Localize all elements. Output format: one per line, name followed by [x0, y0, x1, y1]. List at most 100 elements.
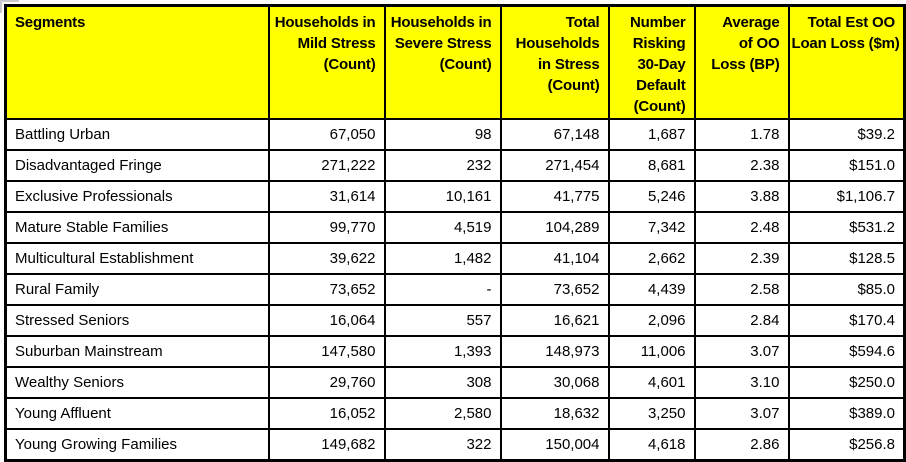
total-in-stress-count-cell: 18,632: [499, 397, 610, 430]
total-in-stress-count-cell: 73,652: [499, 273, 610, 306]
table-row: Multicultural Establishment 39,622 1,482…: [4, 242, 906, 275]
segment-name-cell: Young Affluent: [4, 397, 270, 430]
total-est-loan-loss-cell: $151.0: [787, 149, 906, 182]
column-header-severe-stress: Households in Severe Stress (Count): [383, 4, 502, 120]
image-corner-artifact: [0, 0, 19, 2]
number-risking-cell: 11,006: [607, 335, 696, 368]
segment-name-cell: Battling Urban: [4, 118, 270, 151]
mild-stress-count-cell: 67,050: [267, 118, 386, 151]
total-in-stress-count-cell: 30,068: [499, 366, 610, 399]
segments-stress-table-container: Segments Households in Mild Stress (Coun…: [4, 4, 906, 462]
severe-stress-count-cell: 232: [383, 149, 502, 182]
mild-stress-count-cell: 16,064: [267, 304, 386, 337]
average-oo-loss-cell: 2.86: [693, 428, 790, 461]
average-oo-loss-cell: 2.39: [693, 242, 790, 275]
severe-stress-count-cell: 1,393: [383, 335, 502, 368]
column-header-number-risking: Number Risking 30-Day Default (Count): [607, 4, 696, 120]
table-row: Wealthy Seniors 29,760 308 30,068 4,601 …: [4, 366, 906, 399]
total-est-loan-loss-cell: $170.4: [787, 304, 906, 337]
column-header-average-oo-loss: Average of OO Loss (BP): [693, 4, 790, 120]
image-corner-artifact: [0, 0, 2, 13]
total-in-stress-count-cell: 16,621: [499, 304, 610, 337]
mild-stress-count-cell: 16,052: [267, 397, 386, 430]
number-risking-cell: 4,618: [607, 428, 696, 461]
number-risking-cell: 5,246: [607, 180, 696, 213]
severe-stress-count-cell: 557: [383, 304, 502, 337]
column-header-mild-stress: Households in Mild Stress (Count): [267, 4, 386, 120]
severe-stress-count-cell: 10,161: [383, 180, 502, 213]
mild-stress-count-cell: 39,622: [267, 242, 386, 275]
average-oo-loss-cell: 2.38: [693, 149, 790, 182]
segment-name-cell: Young Growing Families: [4, 428, 270, 461]
number-risking-cell: 4,601: [607, 366, 696, 399]
total-est-loan-loss-cell: $1,106.7: [787, 180, 906, 213]
segment-name-cell: Suburban Mainstream: [4, 335, 270, 368]
severe-stress-count-cell: -: [383, 273, 502, 306]
total-in-stress-count-cell: 150,004: [499, 428, 610, 461]
mild-stress-count-cell: 147,580: [267, 335, 386, 368]
column-header-segments: Segments: [4, 4, 270, 120]
mild-stress-count-cell: 73,652: [267, 273, 386, 306]
table-body: Battling Urban 67,050 98 67,148 1,687 1.…: [4, 118, 906, 461]
table-row: Young Growing Families 149,682 322 150,0…: [4, 428, 906, 461]
total-in-stress-count-cell: 148,973: [499, 335, 610, 368]
mild-stress-count-cell: 271,222: [267, 149, 386, 182]
total-in-stress-count-cell: 41,104: [499, 242, 610, 275]
average-oo-loss-cell: 2.58: [693, 273, 790, 306]
column-header-total-in-stress: Total Households in Stress (Count): [499, 4, 610, 120]
total-est-loan-loss-cell: $256.8: [787, 428, 906, 461]
total-est-loan-loss-cell: $531.2: [787, 211, 906, 244]
severe-stress-count-cell: 308: [383, 366, 502, 399]
mild-stress-count-cell: 99,770: [267, 211, 386, 244]
segment-name-cell: Mature Stable Families: [4, 211, 270, 244]
number-risking-cell: 8,681: [607, 149, 696, 182]
table-row: Exclusive Professionals 31,614 10,161 41…: [4, 180, 906, 213]
average-oo-loss-cell: 1.78: [693, 118, 790, 151]
segment-name-cell: Wealthy Seniors: [4, 366, 270, 399]
segment-name-cell: Stressed Seniors: [4, 304, 270, 337]
total-in-stress-count-cell: 67,148: [499, 118, 610, 151]
average-oo-loss-cell: 3.07: [693, 397, 790, 430]
number-risking-cell: 3,250: [607, 397, 696, 430]
total-est-loan-loss-cell: $85.0: [787, 273, 906, 306]
total-est-loan-loss-cell: $389.0: [787, 397, 906, 430]
header-row: Segments Households in Mild Stress (Coun…: [4, 4, 906, 120]
average-oo-loss-cell: 3.07: [693, 335, 790, 368]
average-oo-loss-cell: 2.48: [693, 211, 790, 244]
table-row: Battling Urban 67,050 98 67,148 1,687 1.…: [4, 118, 906, 151]
total-est-loan-loss-cell: $39.2: [787, 118, 906, 151]
average-oo-loss-cell: 3.10: [693, 366, 790, 399]
number-risking-cell: 1,687: [607, 118, 696, 151]
column-header-total-est-loan-loss: Total Est OO Loan Loss ($m): [787, 4, 906, 120]
number-risking-cell: 2,096: [607, 304, 696, 337]
total-est-loan-loss-cell: $128.5: [787, 242, 906, 275]
mild-stress-count-cell: 29,760: [267, 366, 386, 399]
segment-name-cell: Disadvantaged Fringe: [4, 149, 270, 182]
number-risking-cell: 4,439: [607, 273, 696, 306]
average-oo-loss-cell: 2.84: [693, 304, 790, 337]
average-oo-loss-cell: 3.88: [693, 180, 790, 213]
segment-name-cell: Rural Family: [4, 273, 270, 306]
number-risking-cell: 7,342: [607, 211, 696, 244]
table-header: Segments Households in Mild Stress (Coun…: [4, 4, 906, 120]
table-row: Stressed Seniors 16,064 557 16,621 2,096…: [4, 304, 906, 337]
table-row: Disadvantaged Fringe 271,222 232 271,454…: [4, 149, 906, 182]
table-row: Mature Stable Families 99,770 4,519 104,…: [4, 211, 906, 244]
table-row: Young Affluent 16,052 2,580 18,632 3,250…: [4, 397, 906, 430]
total-est-loan-loss-cell: $250.0: [787, 366, 906, 399]
table-row: Rural Family 73,652 - 73,652 4,439 2.58 …: [4, 273, 906, 306]
mild-stress-count-cell: 31,614: [267, 180, 386, 213]
table-row: Suburban Mainstream 147,580 1,393 148,97…: [4, 335, 906, 368]
total-in-stress-count-cell: 271,454: [499, 149, 610, 182]
segment-name-cell: Multicultural Establishment: [4, 242, 270, 275]
total-est-loan-loss-cell: $594.6: [787, 335, 906, 368]
segments-stress-table: Segments Households in Mild Stress (Coun…: [4, 4, 906, 462]
severe-stress-count-cell: 98: [383, 118, 502, 151]
mild-stress-count-cell: 149,682: [267, 428, 386, 461]
total-in-stress-count-cell: 41,775: [499, 180, 610, 213]
number-risking-cell: 2,662: [607, 242, 696, 275]
severe-stress-count-cell: 2,580: [383, 397, 502, 430]
severe-stress-count-cell: 1,482: [383, 242, 502, 275]
total-in-stress-count-cell: 104,289: [499, 211, 610, 244]
severe-stress-count-cell: 4,519: [383, 211, 502, 244]
